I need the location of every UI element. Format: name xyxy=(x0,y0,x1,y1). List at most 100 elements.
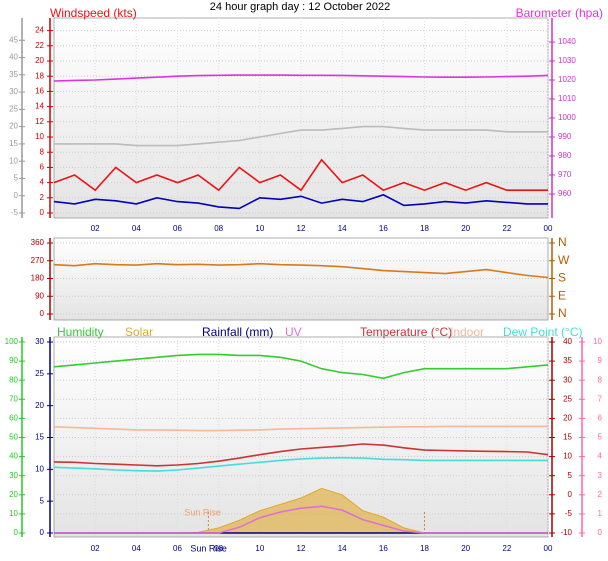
x-tick-label: 06 xyxy=(173,224,182,233)
y-tick-label: 25 xyxy=(563,394,572,403)
x-tick-label: 10 xyxy=(255,224,264,233)
x-tick-label: 08 xyxy=(214,224,223,233)
y-tick-label: 30 xyxy=(35,337,44,346)
y-tick-label: 25 xyxy=(9,104,18,113)
x-tick-label: 00 xyxy=(544,544,553,553)
y-tick-label: 10 xyxy=(35,132,44,141)
series-line xyxy=(53,74,549,82)
y-tick-label: 35 xyxy=(9,70,18,79)
y-tick-label: 50 xyxy=(9,433,18,442)
y-tick-label: 6 xyxy=(40,163,45,172)
y-tick-label: N xyxy=(558,235,567,249)
x-tick-label: 14 xyxy=(338,224,347,233)
y-tick-label: 5 xyxy=(40,496,45,505)
series-line xyxy=(53,158,548,192)
y-tick-label: -5 xyxy=(565,509,573,518)
y-tick-label: 14 xyxy=(35,102,44,111)
y-tick-label: 2 xyxy=(40,193,45,202)
y-tick-label: 1020 xyxy=(558,75,576,84)
y-tick-label: 970 xyxy=(558,170,572,179)
x-tick-label: 22 xyxy=(502,544,511,553)
x-tick-label: 12 xyxy=(297,224,306,233)
y-tick-label: 1010 xyxy=(558,94,576,103)
x-tick-label: 14 xyxy=(338,544,347,553)
y-tick-label: 1 xyxy=(598,509,603,518)
y-tick-label: 1000 xyxy=(558,113,576,122)
annotation: Sun Rise xyxy=(184,507,221,517)
y-tick-label: 3 xyxy=(598,471,603,480)
legend-label: UV xyxy=(285,325,302,339)
x-tick-label: 08 xyxy=(214,544,223,553)
y-tick-label: 6 xyxy=(598,414,603,423)
y-tick-label: 360 xyxy=(31,238,45,247)
y-tick-label: 12 xyxy=(35,117,44,126)
series-line xyxy=(54,125,548,147)
legend-label: Solar xyxy=(125,325,153,339)
y-tick-label: 22 xyxy=(35,41,44,50)
y-tick-label: 80 xyxy=(9,375,18,384)
x-tick-label: 22 xyxy=(502,224,511,233)
y-tick-label: 20 xyxy=(563,414,572,423)
annotation: Sun Rise xyxy=(190,543,227,553)
y-tick-label: 0 xyxy=(40,208,45,217)
y-tick-label: 20 xyxy=(9,122,18,131)
y-tick-label: 16 xyxy=(35,87,44,96)
y-tick-label: 980 xyxy=(558,151,572,160)
y-tick-label: E xyxy=(558,288,566,302)
y-tick-label: 1040 xyxy=(558,37,576,46)
y-tick-label: 10 xyxy=(9,509,18,518)
y-tick-label: 15 xyxy=(35,433,44,442)
x-tick-label: 16 xyxy=(379,544,388,553)
y-tick-label: 90 xyxy=(35,291,44,300)
series-line xyxy=(53,353,549,380)
y-tick-label: 0 xyxy=(14,191,19,200)
y-tick-label: 4 xyxy=(598,452,603,461)
y-tick-label: 40 xyxy=(9,53,18,62)
series-line xyxy=(53,193,548,210)
y-tick-label: 30 xyxy=(563,375,572,384)
y-tick-label: -10 xyxy=(560,528,572,537)
y-tick-label: 2 xyxy=(598,490,603,499)
legend-label: Indoor xyxy=(450,325,484,339)
x-tick-label: 18 xyxy=(420,224,429,233)
y-tick-label: 5 xyxy=(568,471,573,480)
legend-label: Temperature (°C) xyxy=(360,325,452,339)
y-tick-label: 40 xyxy=(9,452,18,461)
y-tick-label: 7 xyxy=(598,394,603,403)
x-tick-label: 00 xyxy=(544,224,553,233)
y-tick-label: 5 xyxy=(14,174,19,183)
x-tick-label: 12 xyxy=(297,544,306,553)
y-tick-label: 0 xyxy=(568,490,573,499)
y-tick-label: 5 xyxy=(598,433,603,442)
y-tick-label: 20 xyxy=(35,401,44,410)
y-tick-label: 100 xyxy=(5,337,19,346)
y-tick-label: 90 xyxy=(9,356,18,365)
y-tick-label: 35 xyxy=(563,356,572,365)
x-tick-label: 16 xyxy=(379,224,388,233)
series-line xyxy=(53,262,549,279)
y-tick-label: 45 xyxy=(9,35,18,44)
y-tick-label: 0 xyxy=(14,528,19,537)
x-tick-label: 20 xyxy=(461,544,470,553)
y-tick-label: 20 xyxy=(9,490,18,499)
y-tick-label: 8 xyxy=(40,147,45,156)
y-tick-label: 10 xyxy=(9,156,18,165)
y-tick-label: 30 xyxy=(9,471,18,480)
y-tick-label: S xyxy=(558,271,566,285)
y-tick-label: 40 xyxy=(563,337,572,346)
y-tick-label: 24 xyxy=(35,26,44,35)
x-tick-label: 02 xyxy=(91,544,100,553)
y-tick-label: 30 xyxy=(9,87,18,96)
y-tick-label: 270 xyxy=(31,256,45,265)
y-tick-label: 990 xyxy=(558,132,572,141)
x-tick-label: 20 xyxy=(461,224,470,233)
y-tick-label: 180 xyxy=(31,274,45,283)
y-tick-label: 10 xyxy=(35,464,44,473)
x-tick-label: 06 xyxy=(173,544,182,553)
y-tick-label: 0 xyxy=(40,309,45,318)
x-tick-label: 04 xyxy=(132,224,141,233)
y-tick-label: 0 xyxy=(40,528,45,537)
page-title: 24 hour graph day : 12 October 2022 xyxy=(210,1,390,13)
y-tick-label: N xyxy=(558,306,567,320)
